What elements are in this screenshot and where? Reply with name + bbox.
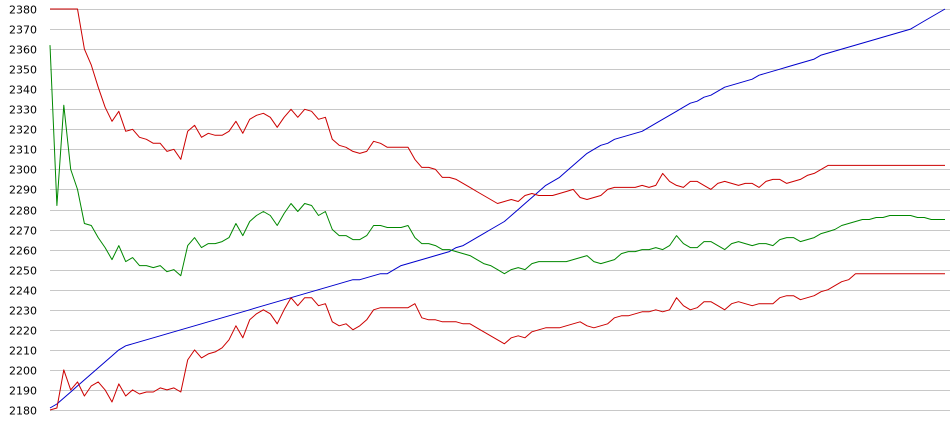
y-tick-label: 2310 bbox=[9, 144, 37, 157]
series-line-3 bbox=[50, 8, 945, 204]
y-tick-label: 2280 bbox=[9, 205, 37, 218]
y-tick-label: 2360 bbox=[9, 44, 37, 57]
y-tick-label: 2230 bbox=[9, 305, 37, 318]
y-tick-label: 2370 bbox=[9, 24, 37, 37]
y-tick-label: 2210 bbox=[9, 345, 37, 358]
grid-layer bbox=[50, 9, 950, 411]
y-tick-label: 2180 bbox=[9, 405, 37, 418]
y-tick-label: 2300 bbox=[9, 164, 37, 177]
series-line-1 bbox=[49, 8, 946, 409]
y-tick-label: 2290 bbox=[9, 184, 37, 197]
y-tick-label: 2240 bbox=[9, 285, 37, 298]
y-tick-label: 2320 bbox=[9, 124, 37, 137]
series-line-4 bbox=[49, 273, 945, 411]
y-tick-label: 2270 bbox=[9, 225, 37, 238]
y-tick-label: 2200 bbox=[9, 365, 37, 378]
y-tick-label: 2190 bbox=[9, 385, 37, 398]
y-tick-label: 2340 bbox=[9, 84, 37, 97]
y-tick-label: 2330 bbox=[9, 104, 37, 117]
y-tick-label: 2380 bbox=[9, 4, 37, 17]
y-axis-ticks: 2180 2190 2200 2210 2220 2230 2240 2250 2260 2270… bbox=[9, 4, 37, 418]
y-tick-label: 2350 bbox=[9, 64, 37, 77]
series-layer bbox=[49, 8, 946, 411]
y-tick-label: 2260 bbox=[9, 245, 37, 258]
y-tick-label: 2220 bbox=[9, 325, 37, 338]
y-tick-label: 2250 bbox=[9, 265, 37, 278]
series-line-2 bbox=[49, 45, 945, 277]
